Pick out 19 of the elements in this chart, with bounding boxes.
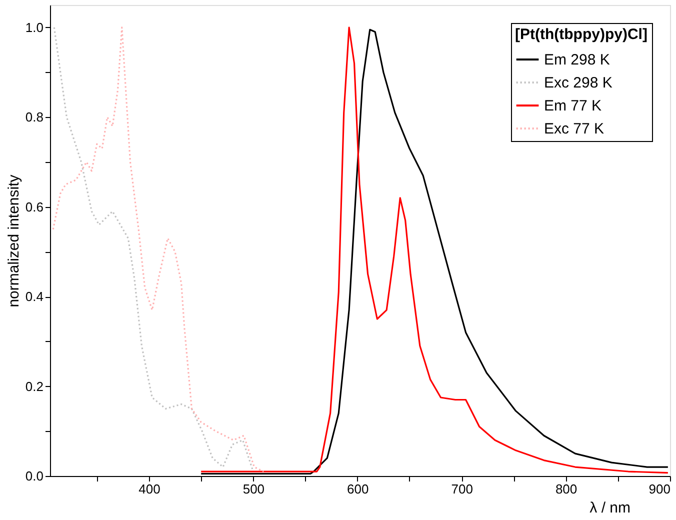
- x-axis-title: λ / nm: [590, 500, 630, 516]
- legend-title: [Pt(th(tbppy)py)Cl]: [515, 26, 648, 43]
- y-tick-label: 0.6: [25, 199, 44, 214]
- y-tick-label: 0.4: [25, 289, 44, 304]
- x-tick-label: 400: [138, 482, 160, 496]
- x-tick-label: 800: [555, 482, 578, 496]
- legend-label: Exc 298 K: [544, 74, 612, 92]
- legend-label: Em 298 K: [544, 52, 610, 68]
- legend-label: Exc 77 K: [544, 120, 604, 138]
- x-tick-label: 700: [451, 482, 473, 496]
- x-tick-label: 600: [347, 482, 369, 496]
- x-tick-label: 900: [648, 482, 670, 496]
- y-axis-title: normalized intensity: [5, 174, 22, 308]
- y-tick-label: 0.0: [25, 468, 44, 484]
- y-tick-label: 0.2: [25, 378, 44, 394]
- legend-label: Em 77 K: [544, 98, 602, 114]
- y-tick-label: 1.0: [25, 20, 44, 35]
- y-tick-label: 0.8: [25, 110, 44, 125]
- x-tick-label: 500: [242, 482, 265, 496]
